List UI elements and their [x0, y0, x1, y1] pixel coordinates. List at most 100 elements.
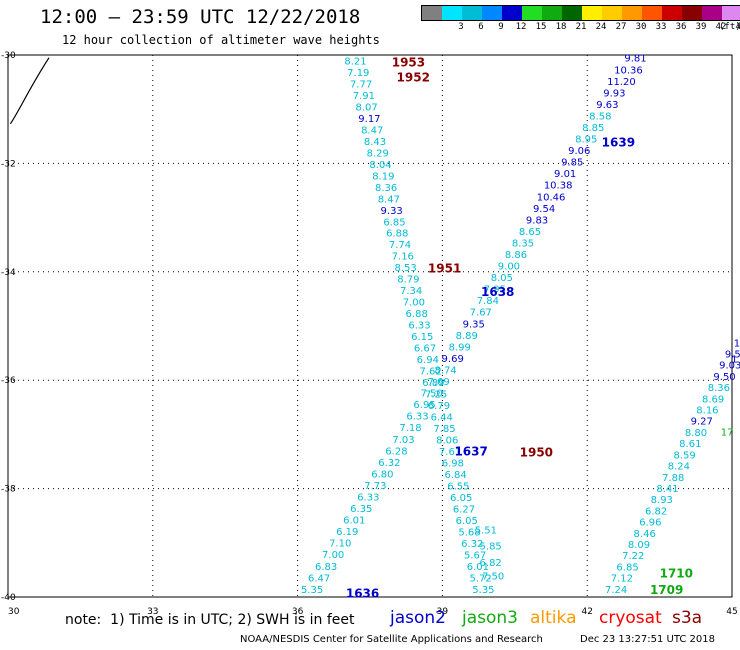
x-tick-label: 39: [437, 607, 449, 617]
swh-value: 9.81: [624, 54, 646, 65]
swh-value: 9.55: [725, 349, 740, 360]
swh-value: 9.27: [691, 417, 713, 428]
swh-value: 7.03: [392, 435, 414, 446]
swh-value: 7.62: [419, 367, 441, 378]
swh-value: 6.82: [645, 506, 667, 517]
swh-value: 8.69: [702, 394, 724, 405]
swh-value: 8.35: [512, 238, 534, 249]
swh-value: 8.06: [436, 436, 458, 447]
y-tick-label: -32: [1, 159, 16, 169]
scale-swatch: [702, 6, 722, 20]
scale-label: 12: [515, 22, 527, 32]
swh-value: 6.27: [453, 504, 475, 515]
swh-value: 7.95: [484, 285, 506, 296]
swh-value: 10.36: [614, 65, 643, 76]
swh-value: 7.34: [400, 286, 422, 297]
scale-label: 3: [458, 22, 464, 32]
legend-jason3: jason3: [462, 608, 518, 628]
scale-swatch: [602, 6, 622, 20]
scale-label: 9: [498, 22, 504, 32]
chart-title: 12:00 – 23:59 UTC 12/22/2018: [40, 6, 361, 28]
legend-cryosat: cryosat: [599, 608, 662, 628]
swh-value: 10.38: [544, 181, 573, 192]
scale-label: 18: [555, 22, 567, 32]
swh-value: 10.: [734, 338, 740, 349]
chart-subtitle: 12 hour collection of altimeter wave hei…: [62, 33, 380, 47]
scale-label: 21: [575, 22, 587, 32]
swh-value: 5.35: [472, 585, 494, 596]
scale-swatch: [662, 6, 682, 20]
swh-value: 6.95: [413, 400, 435, 411]
swh-value: 7.00: [322, 550, 344, 561]
scale-label: 36: [675, 22, 687, 32]
swh-value: 6.01: [467, 562, 489, 573]
swh-value: 7.91: [353, 91, 375, 102]
swh-value: 7.50: [482, 571, 504, 582]
swh-value: 17: [721, 428, 734, 439]
swh-value: 8.36: [375, 183, 397, 194]
scale-label: 24: [595, 22, 607, 32]
swh-value: 11.20: [607, 77, 636, 88]
swh-value: 8.99: [449, 342, 471, 353]
swh-value: 8.80: [685, 428, 707, 439]
scale-label: 15: [535, 22, 547, 32]
scale-label: 27: [615, 22, 627, 32]
pass-time-label: 1638: [481, 285, 514, 299]
swh-value: 9.01: [554, 169, 576, 180]
swh-value: 7.18: [399, 423, 421, 434]
swh-value: 8.47: [378, 194, 400, 205]
swh-value: 6.15: [411, 332, 433, 343]
swh-value: 9.33: [381, 206, 403, 217]
swh-value: 8.36: [708, 383, 730, 394]
swh-value: 6.85: [383, 217, 405, 228]
scale-label: 6: [478, 22, 484, 32]
swh-value: 8.16: [696, 406, 718, 417]
pass-time-label: 1951: [428, 261, 461, 275]
footer-note: note: 1) Time is in UTC; 2) SWH is in fe…: [65, 612, 355, 628]
swh-value: 8.46: [634, 529, 656, 540]
swh-value: 6.33: [357, 492, 379, 503]
pass-time-label: 1950: [520, 446, 553, 460]
y-tick-label: -34: [1, 268, 16, 278]
swh-value: 6.82: [480, 558, 502, 569]
swh-value: 6.05: [456, 516, 478, 527]
legend-jason2: jason2: [390, 608, 446, 628]
swh-value: 6.19: [336, 527, 358, 538]
swh-value: 8.19: [372, 171, 394, 182]
x-tick-label: 30: [8, 607, 20, 617]
swh-value: 8.93: [651, 495, 673, 506]
swh-value: 8.24: [668, 462, 690, 473]
swh-value: 9.63: [596, 100, 618, 111]
swh-value: 6.83: [315, 562, 337, 573]
scale-swatch: [582, 6, 602, 20]
swh-value: 7.25: [425, 390, 447, 401]
legend-s3a: s3a: [672, 608, 703, 628]
swh-value: 6.32: [461, 539, 483, 550]
swh-value: 9.93: [603, 88, 625, 99]
swh-value: 6.85: [616, 562, 638, 573]
swh-value: 7.69: [427, 377, 449, 388]
swh-value: 8.86: [505, 250, 527, 261]
swh-value: 6.05: [450, 493, 472, 504]
swh-value: 8.21: [344, 56, 366, 67]
swh-value: 7.00: [403, 298, 425, 309]
swh-value: 8.04: [369, 160, 391, 171]
swh-value: 6.47: [308, 573, 330, 584]
coastline: [9, 57, 50, 125]
swh-value: 6.98: [442, 459, 464, 470]
swh-value: 1: [731, 355, 737, 366]
swh-value: 5.67: [464, 550, 486, 561]
swh-value: 6.88: [386, 229, 408, 240]
pass-time-label: 1637: [454, 445, 487, 459]
plot-frame: [7, 54, 733, 598]
swh-value: 7.50: [420, 389, 442, 400]
swh-value: 6.88: [406, 309, 428, 320]
scale-unit-label: (ft): [719, 22, 740, 32]
legend-altika: altika: [530, 608, 577, 628]
swh-value: 8.43: [364, 137, 386, 148]
swh-value: 6.32: [378, 458, 400, 469]
swh-value: 6.55: [447, 481, 469, 492]
scale-swatch: [682, 6, 702, 20]
swh-value: 7.22: [622, 551, 644, 562]
